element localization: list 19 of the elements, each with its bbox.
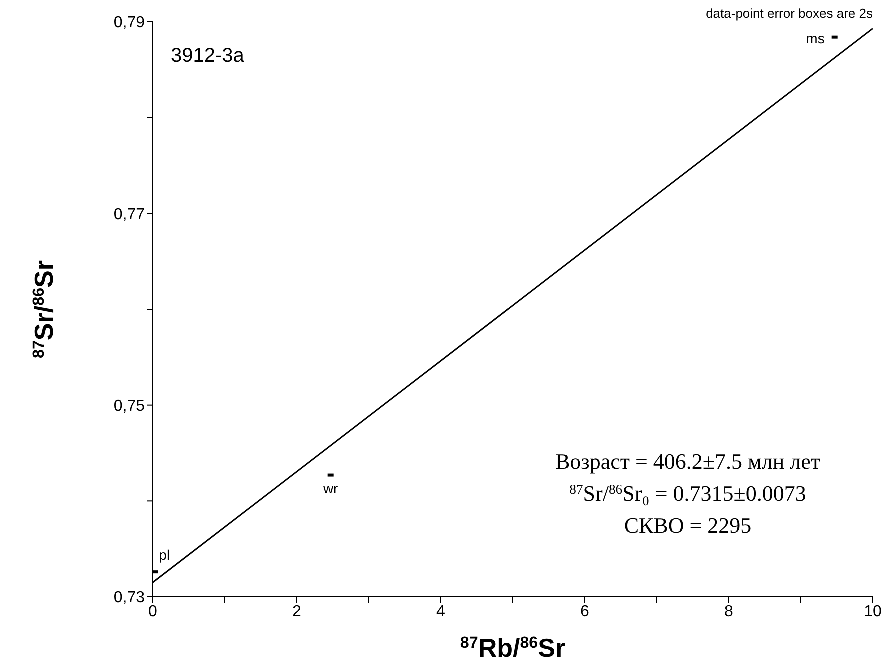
- annotation: ms: [806, 30, 825, 46]
- y-tick-label: 0,79: [114, 14, 146, 32]
- annotation: wr: [322, 480, 339, 496]
- text: data-point error boxes are 2s: [706, 6, 874, 21]
- x-tick-label: 8: [724, 603, 734, 620]
- annotation: pl: [159, 547, 170, 564]
- text: 3912-3а: [171, 45, 246, 67]
- annotation: $^{87}$Sr/$^{86}$Sr₀ = 0.7315±0.0073: [570, 481, 806, 506]
- annotation: СКВО = 2295: [624, 513, 752, 538]
- y-tick-label: 0,75: [114, 398, 146, 416]
- y-tick-label: 0,73: [114, 590, 146, 607]
- x-tick-label: 4: [436, 603, 446, 620]
- x-tick-label: 0: [148, 603, 158, 620]
- annotation: Возраст = 406.2±7.5 млн лет: [555, 449, 821, 474]
- y-tick-label: 0,77: [114, 206, 146, 224]
- x-tick-label: 10: [864, 603, 882, 620]
- x-tick-label: 6: [580, 603, 590, 620]
- x-axis-title: $^{87}$Rb/$^{86}$Sr: [460, 633, 566, 663]
- x-tick-label: 2: [292, 603, 302, 620]
